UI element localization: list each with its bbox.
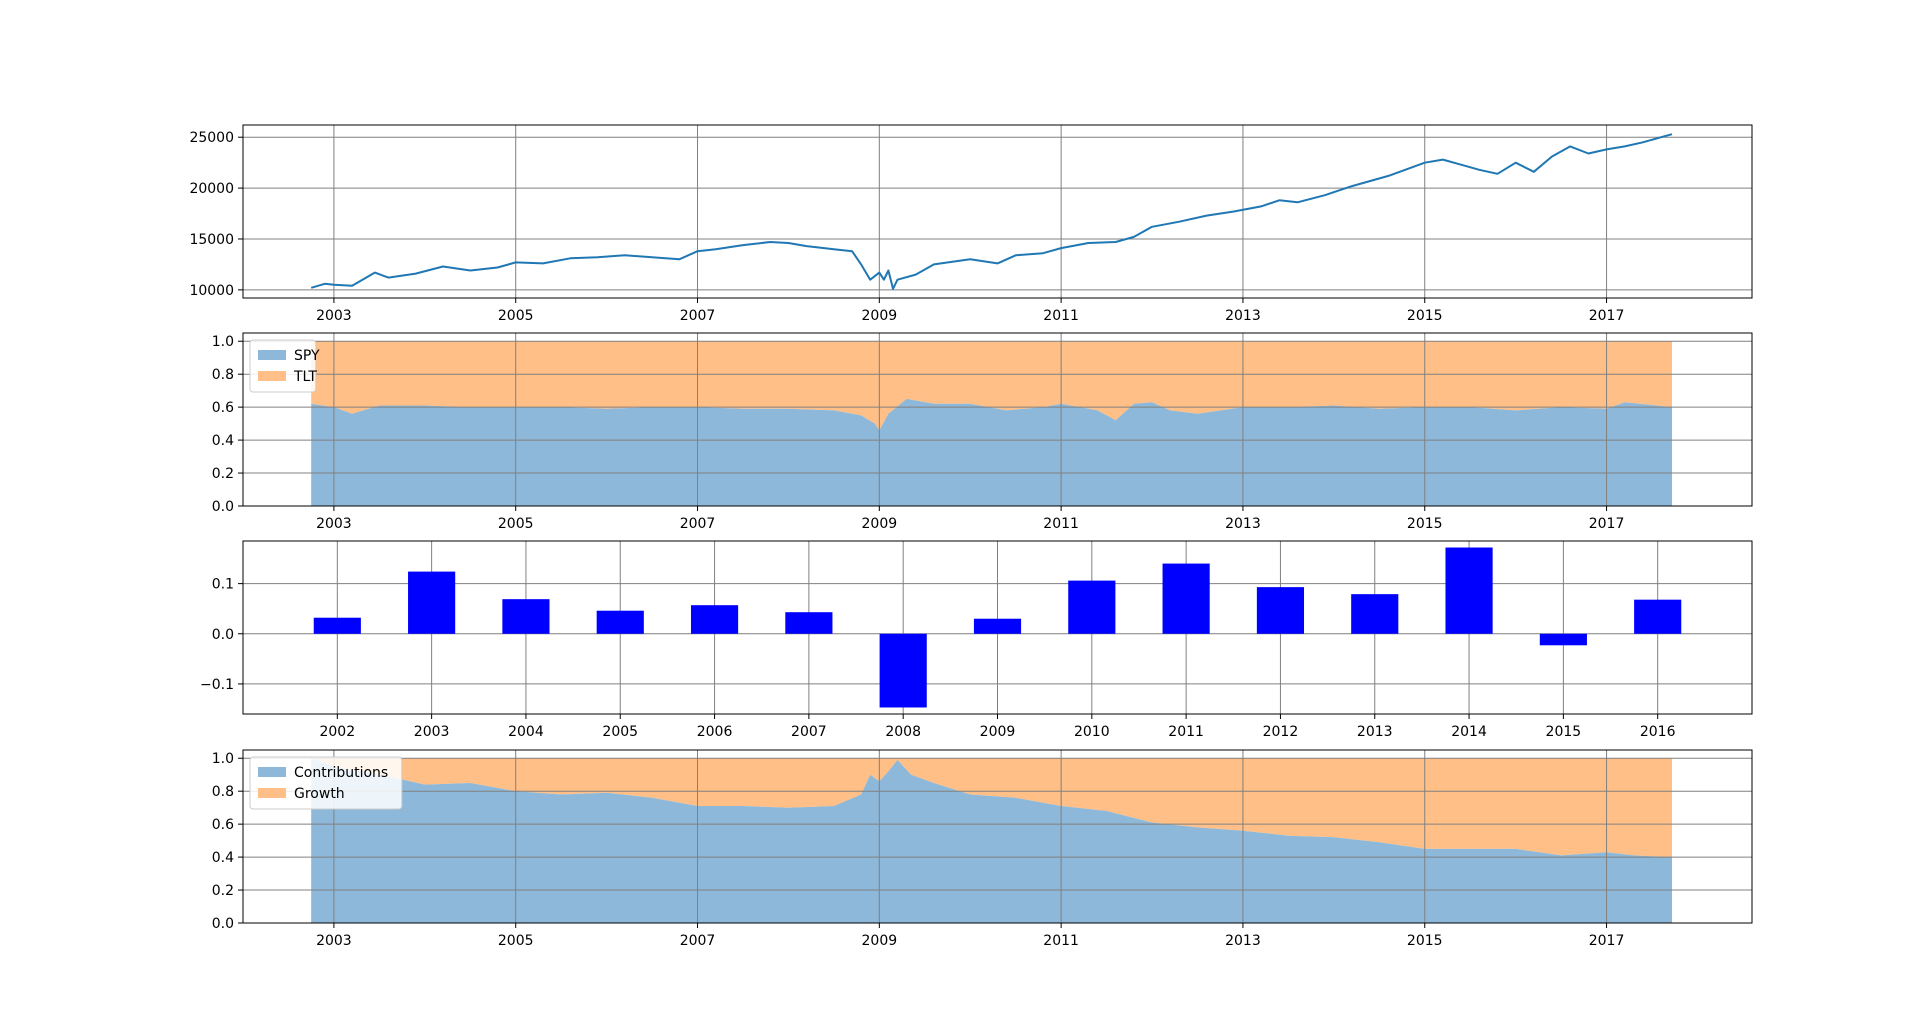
x-tick-label: 2005 <box>498 516 534 532</box>
y-tick-label: 0.8 <box>212 784 234 800</box>
x-tick-label: 2006 <box>697 724 733 740</box>
y-tick-label: 0.6 <box>212 400 234 416</box>
panel-2-frame <box>242 332 1753 507</box>
x-tick-label: 2003 <box>316 308 352 324</box>
x-tick-label: 2007 <box>680 308 716 324</box>
x-tick-label: 2009 <box>862 516 898 532</box>
panel-4-frame <box>242 749 1753 924</box>
y-tick-label: 0.2 <box>212 883 234 899</box>
y-tick-label: 0.4 <box>212 850 234 866</box>
x-tick-label: 2015 <box>1407 516 1443 532</box>
legend-box <box>249 756 403 810</box>
x-tick-label: 2004 <box>508 724 544 740</box>
bar <box>1351 594 1399 634</box>
x-tick-label: 2014 <box>1451 724 1487 740</box>
x-tick-label: 2013 <box>1225 308 1261 324</box>
x-tick-label: 2011 <box>1168 724 1204 740</box>
x-tick-label: 2002 <box>319 724 355 740</box>
x-tick-label: 2005 <box>498 308 534 324</box>
bar <box>690 605 739 634</box>
legend-swatch <box>258 788 286 798</box>
bar <box>313 617 361 634</box>
y-tick-label: 0.4 <box>212 433 234 449</box>
bar <box>1162 563 1210 634</box>
x-tick-label: 2007 <box>791 724 827 740</box>
y-tick-label: 0.0 <box>212 499 234 515</box>
x-tick-label: 2005 <box>498 933 534 949</box>
legend-swatch <box>258 371 286 381</box>
x-tick-label: 2017 <box>1589 308 1625 324</box>
bar <box>1539 633 1587 646</box>
legend-swatch <box>258 350 286 360</box>
y-tick-label: 0.6 <box>212 817 234 833</box>
x-tick-label: 2007 <box>680 516 716 532</box>
legend-label: TLT <box>293 369 317 385</box>
bar <box>408 571 456 634</box>
x-tick-label: 2011 <box>1043 516 1079 532</box>
x-tick-label: 2009 <box>862 933 898 949</box>
panel-3-frame <box>242 540 1753 715</box>
bar <box>596 610 644 634</box>
x-tick-label: 2003 <box>414 724 450 740</box>
y-tick-label: 1.0 <box>212 751 234 767</box>
y-tick-label: 0.1 <box>212 577 234 593</box>
bar <box>1256 587 1305 634</box>
x-tick-label: 2011 <box>1043 933 1079 949</box>
y-tick-label: 0.2 <box>212 466 234 482</box>
x-tick-label: 2013 <box>1357 724 1393 740</box>
x-tick-label: 2013 <box>1225 933 1261 949</box>
bar <box>1068 580 1116 634</box>
y-tick-label: −0.1 <box>200 677 234 693</box>
panel-1-frame <box>242 124 1753 299</box>
x-tick-label: 2005 <box>602 724 638 740</box>
area-tlt <box>311 341 1672 431</box>
legend-label: Contributions <box>294 765 388 781</box>
bar <box>502 599 550 634</box>
series-line <box>310 133 1673 290</box>
x-tick-label: 2010 <box>1074 724 1110 740</box>
y-tick-label: 25000 <box>189 130 234 146</box>
x-tick-label: 2007 <box>680 933 716 949</box>
x-tick-label: 2017 <box>1589 516 1625 532</box>
x-tick-label: 2012 <box>1263 724 1299 740</box>
legend-label: Growth <box>294 786 345 802</box>
y-tick-label: 15000 <box>189 232 234 248</box>
bar <box>879 633 927 708</box>
area-contributions <box>311 758 1673 923</box>
x-tick-label: 2003 <box>316 516 352 532</box>
x-tick-label: 2009 <box>862 308 898 324</box>
y-tick-label: 1.0 <box>212 334 234 350</box>
x-tick-label: 2015 <box>1407 933 1443 949</box>
area-spy <box>311 398 1673 506</box>
bar <box>785 612 833 634</box>
x-tick-label: 2003 <box>316 933 352 949</box>
y-tick-label: 0.0 <box>212 627 234 643</box>
x-tick-label: 2015 <box>1407 308 1443 324</box>
x-tick-label: 2016 <box>1640 724 1676 740</box>
bar <box>1634 599 1682 634</box>
legend-label: SPY <box>294 348 320 364</box>
x-tick-label: 2015 <box>1546 724 1582 740</box>
x-tick-label: 2009 <box>980 724 1016 740</box>
y-tick-label: 0.0 <box>212 916 234 932</box>
area-growth <box>311 758 1672 858</box>
x-tick-label: 2017 <box>1589 933 1625 949</box>
bar <box>973 618 1022 634</box>
y-tick-label: 0.8 <box>212 367 234 383</box>
x-tick-label: 2008 <box>885 724 921 740</box>
bar <box>1445 547 1493 634</box>
legend-swatch <box>258 767 286 777</box>
x-tick-label: 2013 <box>1225 516 1261 532</box>
x-tick-label: 2011 <box>1043 308 1079 324</box>
y-tick-label: 10000 <box>189 283 234 299</box>
y-tick-label: 20000 <box>189 181 234 197</box>
